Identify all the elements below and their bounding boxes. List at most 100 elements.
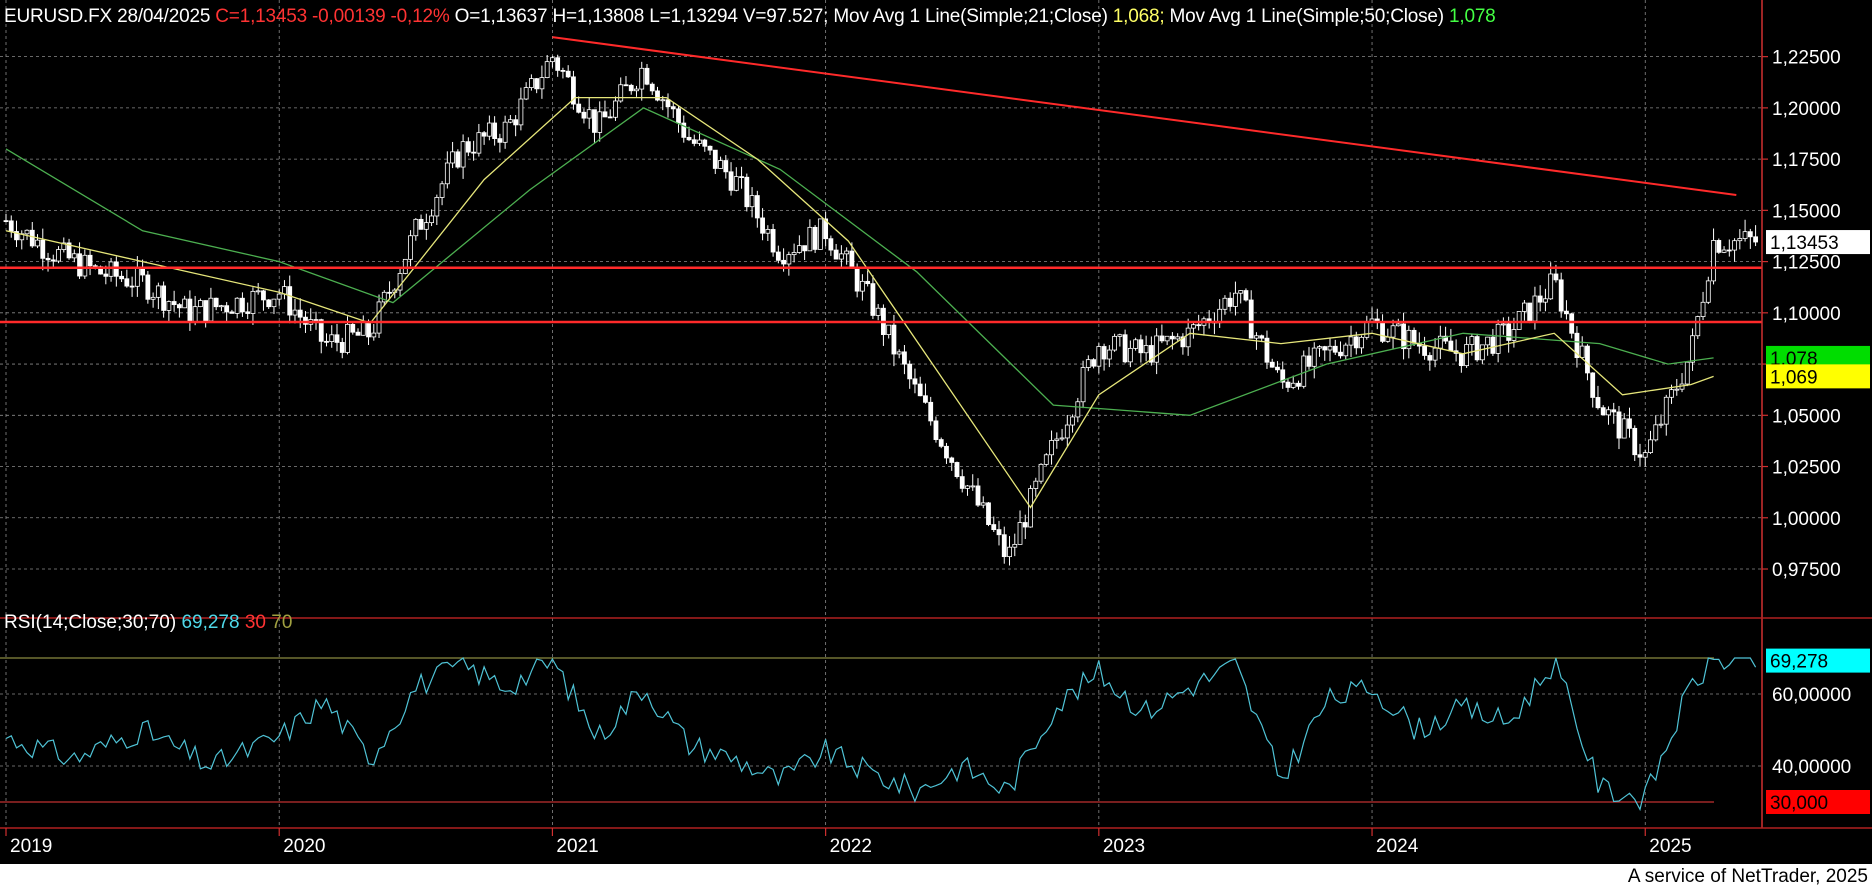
candle-body <box>1395 323 1401 327</box>
ma50-value: 1,078 <box>1449 6 1496 27</box>
candle-body <box>576 103 582 113</box>
candle-body <box>996 529 1002 536</box>
candle-body <box>1017 522 1023 545</box>
candle-body <box>1590 372 1596 398</box>
candle-body <box>1043 454 1049 465</box>
candle-body <box>1353 336 1359 349</box>
candle-body <box>1091 359 1096 367</box>
grid <box>0 0 1762 828</box>
candle-body <box>1296 382 1301 387</box>
date-text: 28/04/2025 <box>117 6 211 27</box>
candle-body <box>592 109 597 133</box>
price-tick-label: 1,02500 <box>1772 458 1841 479</box>
candle-body <box>182 298 188 309</box>
candle-body <box>1569 313 1575 334</box>
rsi-panel <box>0 657 1757 812</box>
candle-body <box>203 300 209 322</box>
ma50-label: Mov Avg 1 Line(Simple;50;Close) <box>1169 6 1445 27</box>
candle-body <box>707 145 713 151</box>
candle-body <box>744 176 750 208</box>
candle-body <box>1133 339 1139 349</box>
candle-body <box>1448 340 1454 352</box>
candle-body <box>991 524 997 531</box>
candle-body <box>261 290 266 301</box>
candle-body <box>1553 273 1559 281</box>
candle-body <box>481 132 487 137</box>
candle-body <box>213 297 219 308</box>
candle-body <box>544 61 550 78</box>
candle-body <box>1469 336 1475 345</box>
candle-body <box>686 136 692 141</box>
candle-body <box>718 160 723 169</box>
year-tick-label: 2023 <box>1103 836 1145 857</box>
candle-body <box>1122 334 1128 363</box>
candle-body <box>1012 543 1018 548</box>
rsi-tick-label: 40,00000 <box>1772 757 1851 778</box>
candle-body <box>1001 534 1007 558</box>
candle-body <box>1106 349 1112 360</box>
rsi-header: RSI(14;Close;30;70) 69,278 30 70 <box>4 612 292 634</box>
rsi-tick-label: 60,00000 <box>1772 685 1851 706</box>
candle-body <box>938 439 944 447</box>
candle-body <box>171 301 177 306</box>
candle-body <box>944 445 949 459</box>
candle-body <box>1364 321 1370 338</box>
price-tick-label: 1,05000 <box>1772 406 1841 427</box>
candle-body <box>355 331 361 336</box>
candle-body <box>1711 240 1716 282</box>
candle-body <box>1747 231 1753 238</box>
candle-body <box>1143 345 1149 354</box>
candle-body <box>87 254 93 267</box>
candle-body <box>1248 299 1254 339</box>
candle-body <box>1716 240 1722 253</box>
year-tick-label: 2019 <box>10 836 52 857</box>
candle-body <box>3 220 9 223</box>
candle-body <box>1280 369 1286 383</box>
candle-body <box>56 249 61 262</box>
price-panel <box>0 36 1762 566</box>
candle-body <box>1054 438 1060 441</box>
candle-body <box>1611 409 1617 413</box>
candle-body <box>161 285 167 311</box>
candle-body <box>1690 335 1695 363</box>
candle-body <box>502 121 508 143</box>
candle-body <box>35 239 40 247</box>
candle-body <box>1117 334 1123 337</box>
candle-body <box>1574 332 1580 358</box>
candle-body <box>891 324 897 355</box>
year-tick-label: 2025 <box>1649 836 1691 857</box>
candle-body <box>439 183 445 198</box>
candle-body <box>838 253 844 260</box>
candle-body <box>1343 344 1349 357</box>
candle-body <box>970 485 976 488</box>
ma21-label: Mov Avg 1 Line(Simple;21;Close) <box>833 6 1108 27</box>
candle-body <box>781 259 786 265</box>
candle-body <box>865 280 871 285</box>
candle-body <box>240 297 245 313</box>
candle-body <box>1059 437 1065 440</box>
candle-body <box>77 253 82 277</box>
candle-body <box>1543 298 1548 303</box>
candle-body <box>1753 236 1758 243</box>
candle-body <box>1075 401 1081 418</box>
candle-body <box>571 76 576 105</box>
candle-body <box>1227 297 1233 307</box>
candle-body <box>791 252 797 256</box>
candle-body <box>581 111 587 119</box>
candle-body <box>1616 411 1622 439</box>
candle-body <box>1658 423 1664 426</box>
candle-body <box>1585 345 1590 374</box>
candle-body <box>902 351 907 365</box>
candle-body <box>1285 381 1291 388</box>
candle-body <box>1222 297 1228 310</box>
candle-body <box>303 316 308 325</box>
candle-body <box>639 67 645 90</box>
candle-body <box>423 222 429 230</box>
ohlcv-text: O=1,13637 H=1,13808 L=1,13294 V=97.527; <box>454 6 829 27</box>
candle-body <box>823 218 829 240</box>
candle-body <box>649 83 655 92</box>
candle-body <box>670 106 676 110</box>
candle-body <box>292 309 298 316</box>
candle-body <box>1500 323 1506 326</box>
